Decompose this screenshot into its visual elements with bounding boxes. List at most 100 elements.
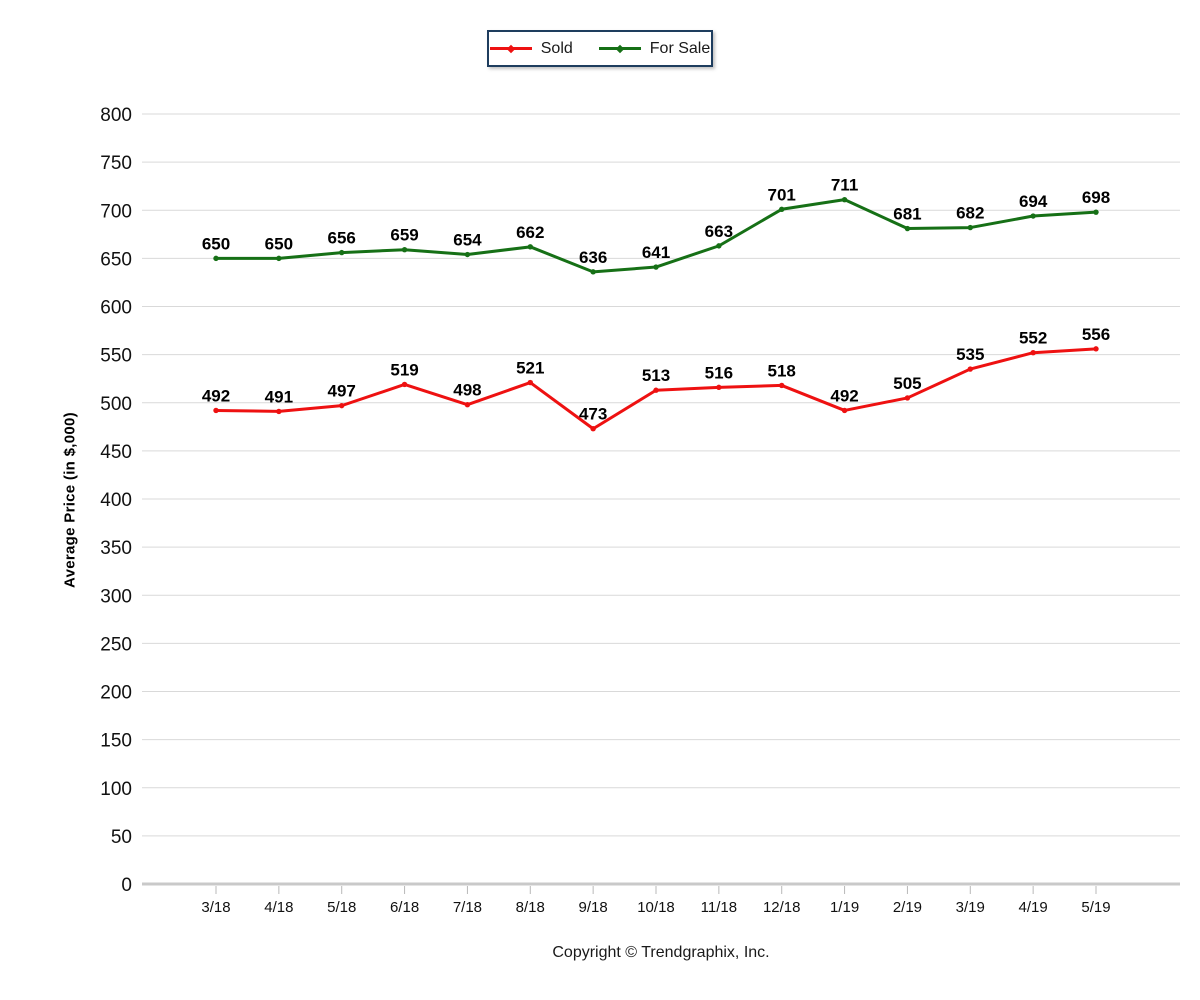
data-point-sold <box>779 382 785 389</box>
x-tick-label: 5/19 <box>1081 899 1110 916</box>
y-tick-label: 400 <box>100 490 132 511</box>
legend-label-for-sale: For Sale <box>649 39 711 57</box>
data-label: 650 <box>265 234 293 253</box>
data-point-for-sale <box>527 244 533 250</box>
data-label: 556 <box>1082 325 1110 344</box>
data-label: 659 <box>390 226 418 245</box>
data-point-sold <box>464 401 471 408</box>
legend-swatch-for-sale <box>598 44 641 53</box>
data-point-for-sale <box>653 264 659 270</box>
data-point-sold <box>1030 350 1036 356</box>
y-tick-label: 500 <box>100 394 132 415</box>
data-point-sold <box>276 408 282 415</box>
data-point-for-sale <box>967 224 973 231</box>
data-point-sold <box>716 384 722 391</box>
y-tick-label: 800 <box>100 105 132 126</box>
data-label: 473 <box>579 405 607 424</box>
data-point-sold <box>967 366 973 372</box>
x-tick-label: 9/18 <box>579 899 608 916</box>
legend-swatch-sold <box>489 44 532 53</box>
y-tick-label: 600 <box>100 298 132 319</box>
data-label: 654 <box>453 231 482 250</box>
x-tick-label: 11/18 <box>701 899 737 916</box>
x-tick-label: 3/19 <box>956 899 985 916</box>
data-label: 505 <box>893 374 921 393</box>
data-point-for-sale <box>904 225 911 232</box>
data-point-for-sale <box>401 247 408 253</box>
data-label: 491 <box>265 387 293 406</box>
y-tick-label: 50 <box>111 827 132 848</box>
data-point-sold <box>213 407 219 414</box>
x-tick-label: 4/18 <box>264 899 293 916</box>
data-point-sold <box>1093 346 1099 352</box>
data-label: 694 <box>1019 192 1048 211</box>
x-tick-label: 6/18 <box>390 899 419 916</box>
x-tick-label: 1/19 <box>830 899 859 916</box>
data-point-for-sale <box>716 243 722 249</box>
data-label: 681 <box>893 205 921 224</box>
data-label: 552 <box>1019 329 1047 348</box>
x-tick-label: 12/18 <box>763 899 801 916</box>
data-point-for-sale <box>464 251 471 258</box>
y-tick-label: 300 <box>100 586 132 607</box>
data-point-for-sale <box>841 196 848 203</box>
y-tick-label: 100 <box>100 779 132 800</box>
y-tick-label: 450 <box>100 442 132 463</box>
y-tick-label: 200 <box>100 683 132 704</box>
data-point-sold <box>527 379 533 386</box>
data-label: 497 <box>328 382 356 401</box>
x-tick-label: 8/18 <box>516 899 545 916</box>
x-tick-label: 3/18 <box>201 899 230 916</box>
data-point-for-sale <box>779 206 785 212</box>
data-label: 650 <box>202 234 230 253</box>
data-point-for-sale <box>213 255 219 262</box>
data-label: 698 <box>1082 188 1110 207</box>
data-point-for-sale <box>1030 213 1036 219</box>
data-label: 519 <box>390 360 418 379</box>
data-point-for-sale <box>590 269 596 275</box>
data-label: 492 <box>830 386 858 405</box>
data-label: 513 <box>642 366 670 385</box>
data-point-sold <box>339 402 345 409</box>
data-label: 518 <box>768 361 796 380</box>
data-label: 641 <box>642 243 670 262</box>
y-tick-label: 700 <box>100 201 132 222</box>
data-label: 711 <box>831 176 858 195</box>
x-tick-label: 10/18 <box>637 899 675 916</box>
data-label: 636 <box>579 248 607 267</box>
data-label: 535 <box>956 345 984 364</box>
x-tick-label: 2/19 <box>893 899 922 916</box>
data-label: 498 <box>453 381 481 400</box>
data-point-for-sale <box>1093 209 1099 215</box>
y-tick-label: 250 <box>100 634 132 655</box>
data-point-sold <box>653 387 659 393</box>
data-label: 516 <box>705 363 733 382</box>
x-tick-label: 4/19 <box>1019 899 1048 916</box>
legend-item-sold: Sold <box>489 39 573 58</box>
data-label: 492 <box>202 386 230 405</box>
copyright-text: Copyright © Trendgraphix, Inc. <box>552 944 770 961</box>
data-point-sold <box>401 381 408 388</box>
x-tick-label: 7/18 <box>453 899 482 916</box>
y-tick-label: 550 <box>100 346 132 367</box>
y-tick-label: 750 <box>100 153 132 174</box>
y-tick-label: 150 <box>100 731 132 752</box>
data-label: 521 <box>516 359 544 378</box>
data-point-for-sale <box>276 255 282 262</box>
data-label: 701 <box>768 185 796 204</box>
y-tick-label: 0 <box>121 875 132 896</box>
data-point-sold <box>904 395 911 401</box>
legend-item-for-sale: For Sale <box>598 39 711 58</box>
y-tick-label: 350 <box>100 538 132 559</box>
data-point-sold <box>590 426 596 432</box>
legend: Sold For Sale <box>487 30 713 67</box>
data-label: 682 <box>956 204 984 223</box>
data-point-for-sale <box>339 249 345 256</box>
data-label: 662 <box>516 223 544 242</box>
x-tick-label: 5/18 <box>327 899 356 916</box>
legend-label-sold: Sold <box>540 39 573 57</box>
data-label: 663 <box>705 222 733 241</box>
data-label: 656 <box>328 229 356 248</box>
